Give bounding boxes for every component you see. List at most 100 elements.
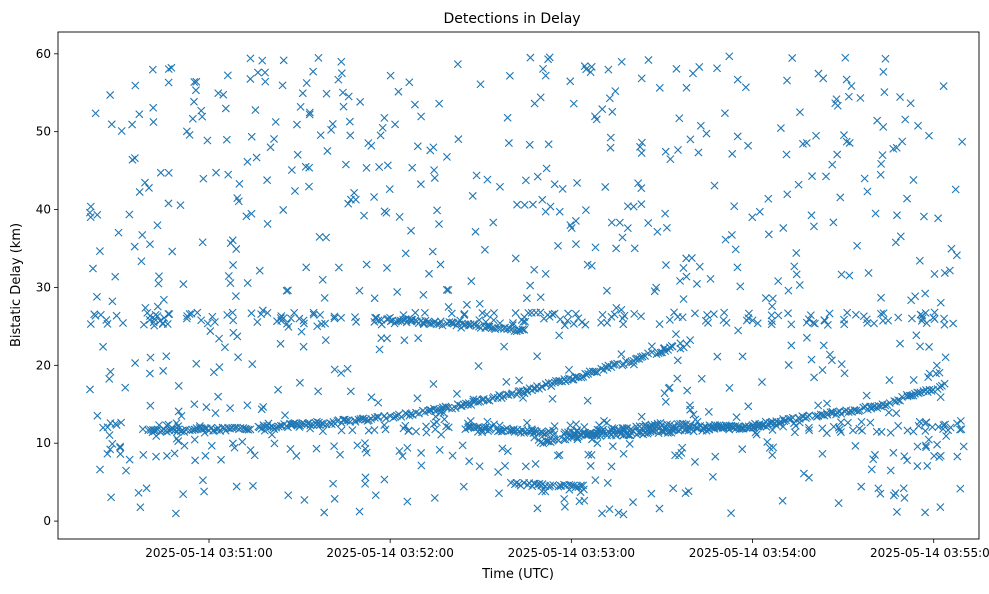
detection-point	[871, 209, 880, 218]
detection-point	[786, 414, 795, 423]
detection-point	[116, 443, 125, 452]
detection-point	[919, 212, 928, 221]
detection-point	[203, 136, 212, 145]
detection-point	[874, 401, 883, 410]
detection-point	[428, 247, 437, 256]
detection-point	[617, 57, 626, 66]
detection-point	[776, 124, 785, 133]
detection-point	[444, 302, 453, 311]
detection-point	[377, 320, 386, 329]
detection-point	[170, 449, 179, 458]
detection-point	[141, 303, 150, 312]
detection-point	[296, 102, 305, 111]
detection-point	[896, 232, 905, 241]
detection-point	[572, 482, 581, 491]
detection-point	[386, 317, 395, 326]
detection-point	[274, 385, 283, 394]
detection-point	[560, 502, 569, 511]
detection-point	[330, 442, 339, 451]
detection-point	[352, 317, 361, 326]
detection-point	[197, 316, 206, 325]
detection-point	[179, 280, 188, 289]
detection-point	[309, 308, 318, 317]
detection-point	[203, 319, 212, 328]
detection-point	[176, 201, 185, 210]
detection-point	[284, 491, 293, 500]
detection-point	[523, 418, 532, 427]
detection-point	[417, 112, 426, 121]
detection-point	[628, 498, 637, 507]
detection-point	[404, 426, 413, 435]
detection-point	[602, 286, 611, 295]
detection-point	[188, 114, 197, 123]
detection-point	[553, 451, 562, 460]
detection-point	[822, 172, 831, 181]
detection-point	[748, 213, 757, 222]
detection-point	[526, 281, 535, 290]
detection-point	[244, 425, 253, 434]
detection-point	[519, 393, 528, 402]
detection-point	[360, 439, 369, 448]
detection-point	[92, 292, 101, 301]
detection-point	[810, 373, 819, 382]
detection-point	[925, 342, 934, 351]
detection-point	[853, 241, 862, 250]
detection-point	[479, 423, 488, 432]
detection-point	[327, 125, 336, 134]
detection-point	[876, 170, 885, 179]
detection-point	[914, 389, 923, 398]
detection-point	[768, 302, 777, 311]
detection-point	[355, 507, 364, 516]
detection-point	[825, 350, 834, 359]
detection-point	[889, 448, 898, 457]
detection-point	[823, 399, 832, 408]
detection-point	[784, 286, 793, 295]
detection-point	[835, 425, 844, 434]
detection-point	[560, 321, 569, 330]
detection-point	[152, 431, 161, 440]
detection-point	[164, 199, 173, 208]
detection-point	[399, 311, 408, 320]
detection-point	[902, 390, 911, 399]
detection-point	[390, 319, 399, 328]
detection-point	[138, 231, 147, 239]
detection-point	[844, 92, 853, 101]
detection-point	[198, 238, 207, 247]
detection-point	[637, 200, 646, 209]
detection-point	[596, 432, 605, 441]
detection-point	[656, 348, 665, 357]
detection-point	[93, 210, 102, 219]
detection-point	[711, 452, 720, 461]
detection-point	[90, 310, 99, 319]
detection-point	[456, 316, 465, 325]
detection-point	[263, 176, 272, 185]
detection-point	[767, 320, 776, 329]
detection-point	[682, 83, 691, 92]
detection-point	[536, 308, 545, 317]
detection-point	[748, 316, 757, 325]
detection-point	[848, 426, 857, 435]
detection-point	[663, 420, 672, 429]
y-tick-label: 0	[43, 514, 51, 528]
detection-point	[741, 83, 750, 92]
detection-point	[457, 402, 466, 411]
detection-point	[802, 333, 811, 342]
detection-point	[286, 445, 295, 454]
detection-point	[682, 254, 691, 263]
detection-point	[130, 242, 139, 251]
detection-point	[710, 181, 719, 190]
detection-point	[949, 319, 958, 328]
detection-point	[686, 421, 695, 430]
detection-point	[261, 68, 270, 77]
detection-point	[940, 268, 949, 277]
detection-point	[827, 356, 836, 365]
detection-point	[472, 171, 481, 180]
detection-point	[131, 81, 140, 90]
detection-point	[211, 409, 220, 418]
detection-point	[778, 496, 787, 505]
detection-point	[222, 135, 231, 144]
detection-point	[545, 53, 554, 62]
detection-point	[738, 445, 747, 454]
detection-point	[581, 320, 590, 329]
detection-point	[453, 60, 462, 69]
